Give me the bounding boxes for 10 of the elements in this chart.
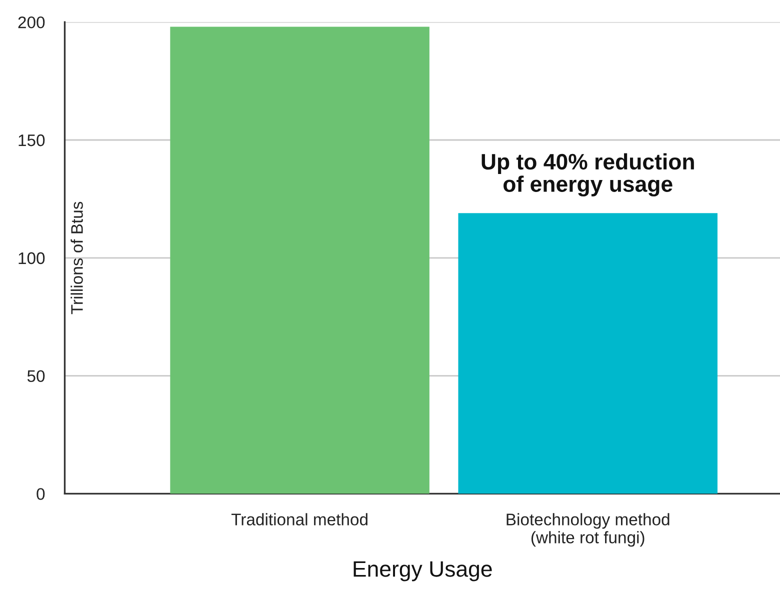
annotation: Up to 40% reduction of energy usage — [482, 153, 694, 196]
x-tick-label: Biotechnology method (white rot fungi) — [506, 513, 670, 547]
x-axis-title: Energy Usage — [354, 561, 492, 582]
y-tick-label: 50 — [27, 370, 45, 382]
x-tick-label: Traditional method — [231, 513, 368, 526]
y-tick-label: 100 — [18, 252, 45, 264]
y-tick-label: 200 — [18, 16, 45, 28]
y-axis-title: Trillions of Btus — [70, 202, 83, 314]
y-tick-label: 150 — [18, 134, 45, 146]
y-tick-label: 0 — [36, 488, 45, 500]
